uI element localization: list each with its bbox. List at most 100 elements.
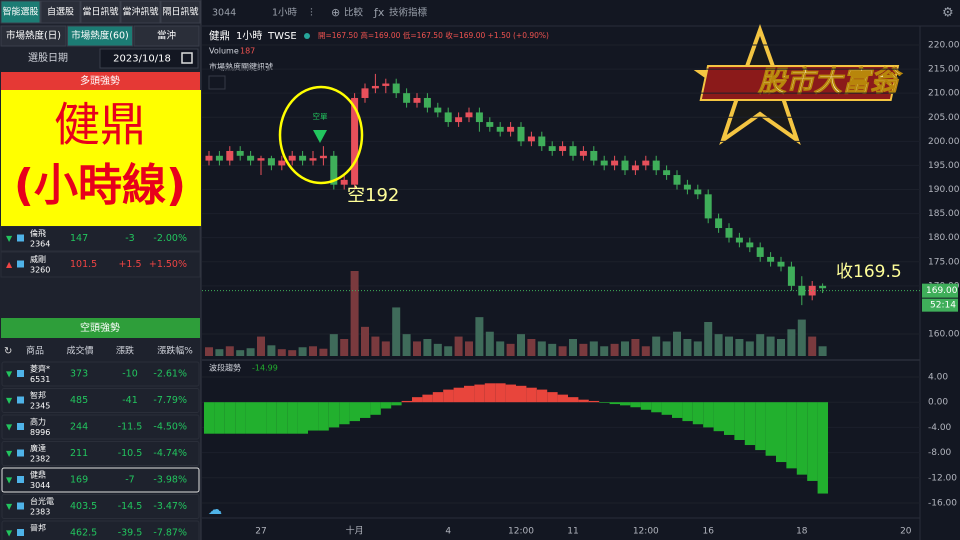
stock-name: 倫飛 [30, 228, 46, 238]
highlight-ring [278, 85, 364, 185]
volume-bar [704, 322, 713, 356]
tab[interactable] [0, 0, 41, 24]
stock-name: 健鼎 [30, 470, 46, 480]
y-tick-label: 195.00 [928, 161, 960, 171]
row-bg[interactable] [0, 251, 201, 278]
stock-code: 6531 [30, 375, 50, 384]
last-price-label: 169.00 [926, 286, 958, 296]
row-bg[interactable] [1, 520, 200, 540]
sub-tab[interactable] [133, 25, 200, 47]
row-bg[interactable] [1, 494, 200, 519]
volume-bar [693, 341, 702, 356]
row-bg[interactable] [1, 441, 200, 466]
tab[interactable] [120, 0, 161, 24]
stock-price: 373 [70, 369, 88, 380]
volume-bar [725, 336, 733, 356]
row-bg[interactable] [1, 388, 200, 413]
volume-bar [600, 346, 609, 356]
volume-bar [818, 346, 827, 356]
stock-price: 462.5 [70, 528, 97, 539]
trend-bar [224, 402, 236, 434]
candle-body [267, 158, 275, 166]
trend-bar [651, 402, 662, 413]
toolbar-icon[interactable]: ⊕ [331, 6, 340, 19]
stock-icon [17, 449, 24, 457]
toolbar-icon[interactable]: ⫶ [310, 6, 313, 19]
candle-body [611, 160, 619, 166]
calendar-icon[interactable] [181, 52, 193, 64]
candle-body [642, 160, 650, 166]
tab[interactable] [80, 0, 121, 24]
trend-bar [734, 402, 745, 440]
y-tick-label: 210.00 [928, 89, 960, 99]
countdown: 52:14 [930, 301, 956, 311]
stock-icon [17, 260, 24, 268]
row-bg[interactable] [1, 467, 200, 493]
date-input[interactable] [99, 48, 199, 69]
y-tick-label: 175.00 [928, 257, 960, 267]
column-header: 漲跌幅% [157, 345, 193, 357]
volume-bar [579, 343, 588, 356]
stock-code: 3260 [30, 266, 50, 275]
row-bg[interactable] [1, 361, 200, 387]
volume-bar [548, 343, 557, 356]
trend-bar [630, 402, 641, 408]
volume-bar [683, 339, 692, 356]
bear-header [1, 318, 200, 338]
volume-bar [423, 339, 432, 356]
row-bg[interactable] [1, 414, 200, 440]
volume-bar [777, 339, 785, 356]
trend-bar [391, 402, 402, 406]
trend-bar [495, 383, 506, 403]
volume-bar [371, 336, 380, 356]
stock-code: 8996 [30, 428, 50, 437]
trend-bar [432, 392, 444, 403]
stock-price: 244 [70, 422, 88, 433]
interval: 1小時 [272, 8, 298, 19]
volume-bar [257, 336, 265, 356]
collapse-button[interactable] [208, 75, 226, 90]
stock-icon [17, 476, 24, 483]
stock-price: 403.5 [70, 501, 97, 512]
overlay-box [1, 90, 201, 226]
tab-label: 隔日訊號 [162, 6, 198, 18]
symbol: 3044 [212, 8, 236, 19]
candle-body [819, 285, 827, 289]
trend-bar [349, 402, 360, 422]
tab[interactable] [160, 0, 201, 24]
candle-body [600, 160, 608, 166]
date-label: 選股日期 [28, 51, 68, 64]
settings-icon[interactable]: ⚙ [942, 6, 954, 21]
volume-bar [246, 348, 255, 356]
trend-bar [744, 402, 756, 446]
trend-bar [474, 384, 485, 403]
sub-tab[interactable] [0, 25, 67, 47]
annotation: 收169.5 [836, 262, 902, 282]
stock-change: -41 [122, 395, 138, 406]
signal-arrow [313, 130, 327, 143]
volume-value: 187 [240, 47, 255, 56]
trend-bar [661, 402, 672, 415]
date-value: 2023/10/18 [113, 54, 171, 65]
column-header: 成交價 [66, 345, 93, 357]
x-tick-label: 16 [702, 527, 714, 537]
candle-body [215, 155, 223, 161]
stock-name: 高力 [30, 417, 46, 427]
trend-bar [776, 402, 787, 463]
candle-body [538, 136, 546, 147]
direction-icon: ▼ [6, 476, 13, 485]
sub-tab[interactable] [67, 25, 133, 47]
y-tick-label: 205.00 [928, 113, 960, 123]
signal-label: 空單 [313, 111, 328, 121]
trend-bar [713, 402, 724, 432]
y-tick-label: 160.00 [928, 330, 960, 340]
volume-bar [797, 319, 806, 356]
stock-name: 菱齊* [30, 364, 50, 374]
stock-change: -14.5 [118, 501, 143, 512]
toolbar-icon[interactable]: ƒx [373, 6, 385, 19]
refresh-icon[interactable]: ↻ [4, 346, 12, 357]
study-label: 市場熱度關鍵訊號 [209, 62, 273, 72]
bear-header-text: 空頭強勢 [80, 321, 120, 334]
x-tick-label: 12:00 [508, 527, 534, 537]
tab[interactable] [40, 0, 81, 24]
